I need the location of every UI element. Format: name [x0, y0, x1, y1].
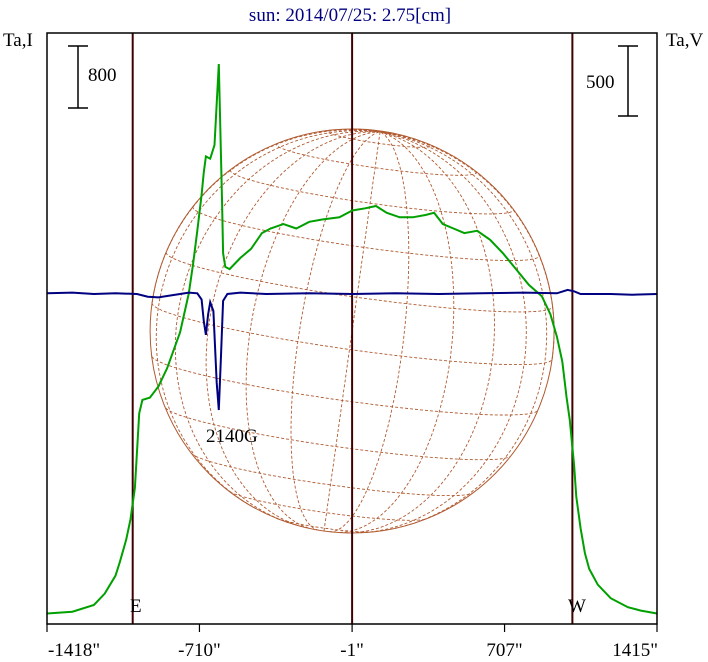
east-limb-label: E — [130, 596, 142, 617]
right-axis-label: Ta,V — [666, 30, 703, 51]
longitude-grid-line — [151, 129, 381, 303]
longitude-grid-line — [205, 131, 381, 528]
polarization-series-line — [46, 288, 658, 411]
longitude-grid-line — [380, 131, 391, 134]
right-scale-bar — [618, 45, 638, 117]
longitude-grid-line — [339, 131, 455, 533]
x-axis-ticks: -1418" -710" -1" 707" 1415" — [46, 624, 658, 661]
latitude-grid-line — [192, 206, 540, 261]
longitude-grid-line — [174, 130, 381, 524]
latitude-grid-line — [275, 142, 477, 176]
left-scale-label: 800 — [88, 65, 117, 86]
longitude-grid-line — [323, 131, 381, 532]
longitude-grid-line — [155, 130, 381, 510]
right-scale-label: 500 — [586, 72, 615, 93]
longitude-grid-line — [360, 131, 527, 534]
intensity-series-line — [46, 63, 658, 615]
latitude-grid-line — [191, 453, 473, 497]
left-scale-bar — [68, 45, 88, 109]
longitude-grid-line — [290, 131, 381, 531]
x-tick-label: -1" — [340, 640, 364, 661]
longitude-grid-line — [380, 131, 555, 360]
longitude-grid-line — [245, 131, 381, 529]
x-tick-label: -710" — [178, 640, 221, 661]
longitude-grid-line — [329, 131, 410, 533]
chart-title: sun: 2014/07/25: 2.75[cm] — [249, 5, 451, 26]
solar-disk-grid — [149, 128, 555, 534]
region-annotation: 2140G — [206, 426, 258, 447]
x-tick-label: 707" — [486, 640, 522, 661]
latitude-grid-line — [151, 302, 553, 366]
x-tick-label: 1415" — [612, 640, 658, 661]
longitude-grid-line — [380, 131, 548, 529]
left-axis-label: Ta,I — [3, 30, 33, 51]
longitude-grid-line — [346, 131, 495, 534]
west-limb-label: W — [568, 596, 586, 617]
x-tick-label: -1418" — [48, 640, 100, 661]
limb-marker-lines — [131, 33, 574, 624]
